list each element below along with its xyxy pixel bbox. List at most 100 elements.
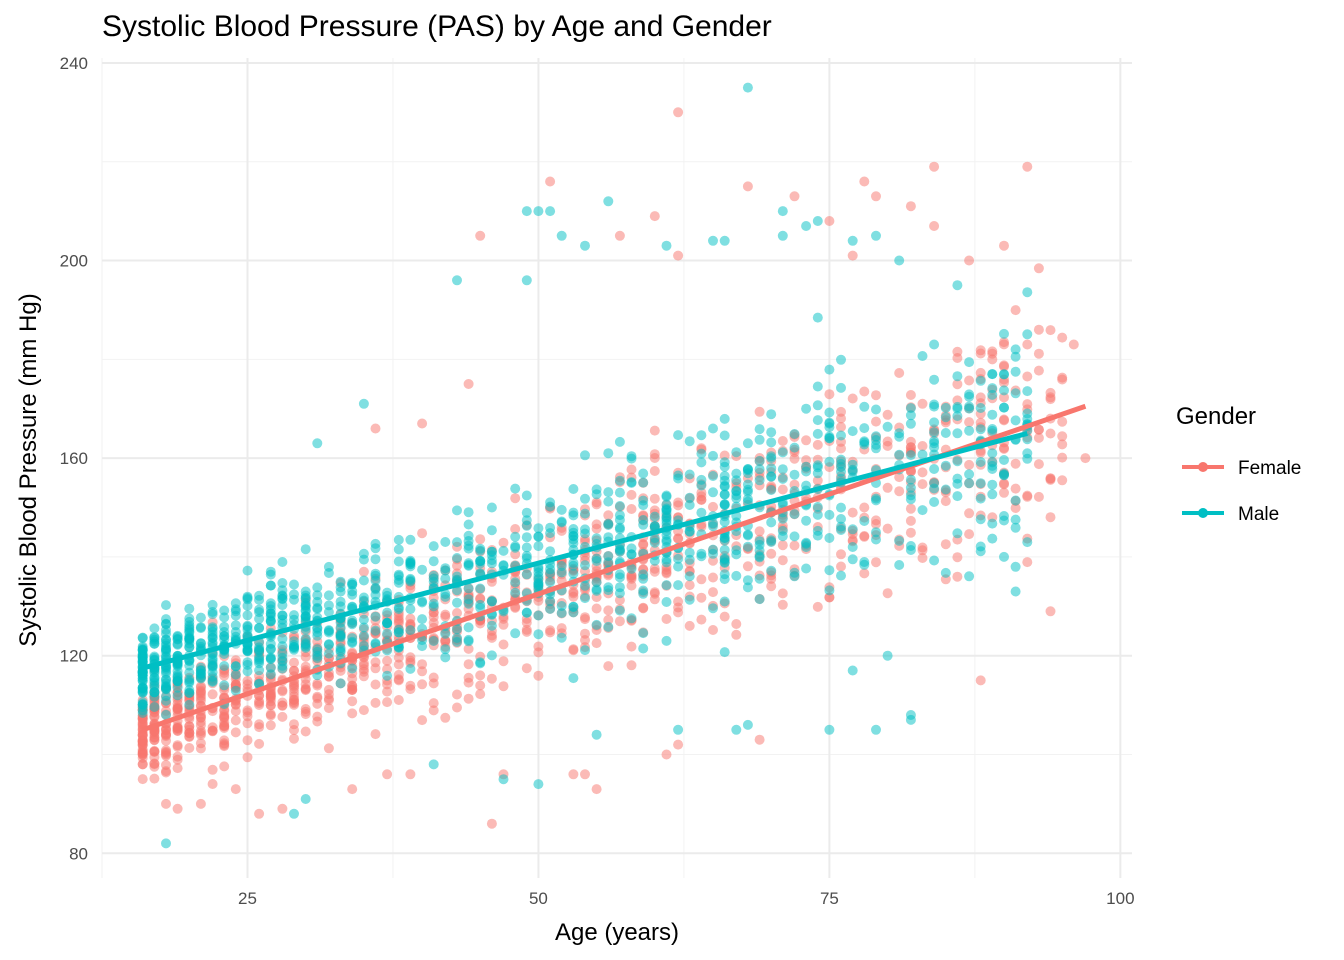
data-point (323, 703, 334, 714)
data-point (382, 670, 393, 681)
data-point (172, 682, 183, 693)
data-point (393, 675, 404, 686)
data-point (626, 570, 637, 581)
data-point (673, 250, 684, 261)
data-point (673, 430, 684, 441)
data-point (754, 734, 765, 745)
data-point (405, 604, 416, 615)
data-point (824, 592, 835, 603)
data-point (975, 457, 986, 467)
data-point (556, 525, 567, 536)
data-point (149, 735, 160, 746)
data-point (242, 591, 253, 602)
data-point (521, 550, 532, 561)
data-point (614, 487, 625, 498)
data-point (347, 685, 358, 695)
data-point (335, 586, 346, 597)
data-point (184, 699, 195, 710)
data-point (964, 401, 975, 412)
data-point (905, 403, 916, 414)
data-point (323, 648, 334, 659)
data-point (580, 560, 590, 571)
data-point (137, 774, 148, 785)
data-point (742, 529, 753, 540)
data-point (312, 582, 323, 593)
data-point (999, 402, 1009, 413)
data-point (964, 571, 975, 582)
data-point (684, 500, 695, 510)
data-point (742, 719, 753, 730)
data-points (137, 82, 1091, 849)
data-point (847, 665, 858, 676)
x-tick-label: 100 (1106, 889, 1134, 908)
data-point (754, 536, 765, 547)
data-point (649, 587, 660, 598)
data-point (952, 411, 963, 421)
data-point (521, 532, 532, 543)
data-point (603, 196, 614, 207)
data-point (219, 739, 230, 750)
data-point (568, 484, 579, 494)
data-point (905, 410, 916, 421)
data-point (580, 645, 590, 656)
data-point (161, 695, 171, 706)
data-point (638, 515, 649, 525)
data-point (172, 638, 183, 649)
data-point (719, 574, 730, 585)
data-point (614, 514, 625, 525)
data-point (452, 505, 462, 516)
data-point (556, 608, 567, 618)
data-point (1022, 339, 1033, 350)
data-point (289, 725, 299, 735)
data-point (498, 545, 509, 556)
data-point (207, 689, 218, 700)
data-point (219, 605, 230, 616)
data-point (184, 676, 195, 687)
data-point (603, 614, 614, 625)
data-point (428, 573, 439, 584)
data-point (428, 601, 439, 612)
data-point (242, 679, 253, 690)
data-point (382, 618, 393, 629)
data-point (486, 596, 497, 607)
data-point (964, 255, 975, 266)
data-point (207, 629, 218, 640)
data-point (242, 735, 253, 746)
data-point (393, 556, 404, 567)
data-point (731, 490, 742, 501)
data-point (591, 489, 602, 500)
data-point (475, 599, 486, 610)
data-point (999, 240, 1009, 251)
data-point (940, 567, 951, 578)
data-point (219, 612, 230, 623)
data-point (777, 599, 788, 610)
data-point (265, 598, 276, 609)
data-point (754, 464, 765, 475)
data-point (626, 563, 637, 574)
data-point (207, 779, 218, 789)
data-point (626, 489, 637, 500)
data-point (137, 759, 148, 770)
data-point (696, 507, 707, 518)
data-point (463, 643, 474, 654)
data-point (684, 620, 695, 631)
data-point (766, 409, 777, 420)
data-point (905, 474, 916, 485)
data-point (894, 472, 905, 483)
data-point (777, 588, 788, 599)
data-point (999, 511, 1009, 521)
data-point (149, 746, 160, 757)
data-point (358, 622, 369, 633)
data-point (521, 542, 532, 553)
data-point (417, 659, 428, 670)
data-point (323, 625, 334, 636)
data-point (929, 417, 940, 428)
data-point (172, 690, 183, 701)
data-point (649, 466, 660, 476)
data-point (719, 611, 730, 622)
data-point (836, 443, 846, 454)
data-point (812, 502, 823, 512)
data-point (277, 652, 288, 663)
data-point (545, 522, 556, 533)
data-point (452, 597, 462, 608)
